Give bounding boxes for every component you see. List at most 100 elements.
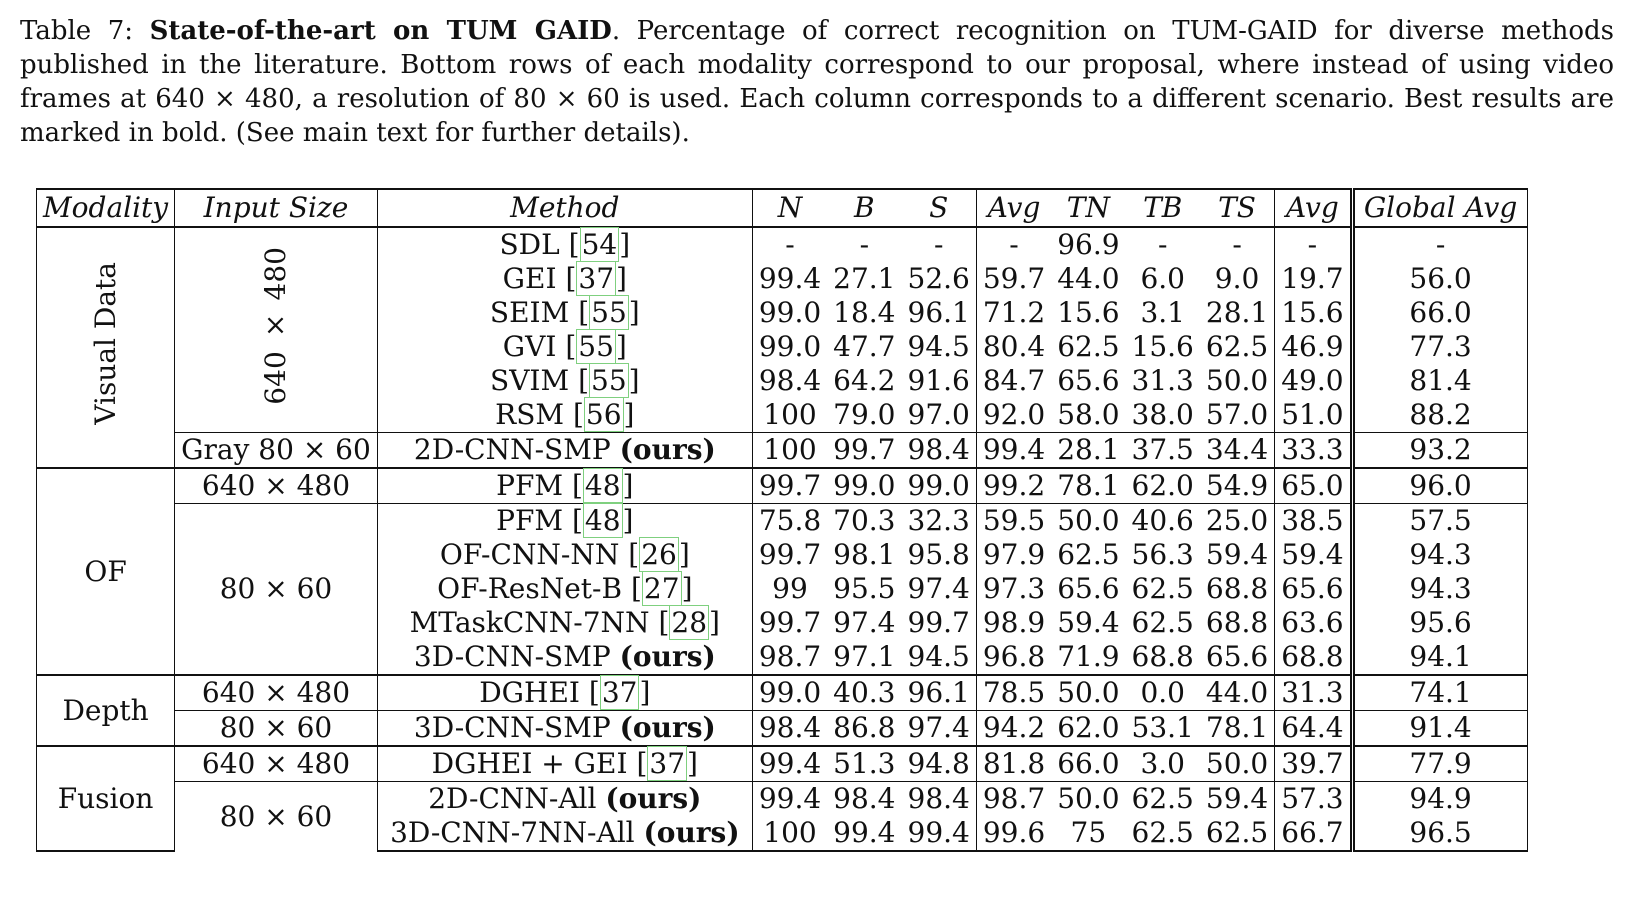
ours-tag: (ours)	[619, 640, 716, 673]
citation-link[interactable]: 56	[583, 397, 624, 432]
value-cell: 49.0	[1274, 364, 1353, 398]
method-name: 3D-CNN-7NN-All	[390, 816, 635, 849]
citation-link[interactable]: 27	[641, 571, 682, 606]
value-cell: 57.5	[1349, 503, 1528, 538]
value-cell: 59.4	[1274, 538, 1353, 572]
table-row: 80 × 60 2D-CNN-All (ours) 99.4 98.4 98.4 98.7…	[37, 781, 1528, 851]
citation-link[interactable]: 55	[589, 295, 629, 330]
table-row: RSM [56] 100 79.0 97.0 92.0 58.0 38.0 57.0 51.0 8…	[37, 397, 1528, 433]
value-cell: 99.0	[827, 467, 902, 504]
input-size-cell: 80 × 60	[174, 781, 378, 851]
value-cell: 31.3	[1131, 364, 1194, 397]
value-cell: 75	[1051, 816, 1126, 852]
method-cell: GEI [37]	[376, 261, 753, 296]
modality-label: OF	[84, 554, 127, 588]
citation-link[interactable]: 37	[647, 746, 688, 781]
value-cell: 25.0	[1199, 503, 1275, 538]
input-size-label: 640 × 480	[201, 469, 351, 502]
header-avg-2: Avg	[1274, 188, 1353, 228]
method-cell: OF-ResNet-B [27]	[376, 571, 753, 606]
header-tb: TB	[1125, 188, 1200, 228]
citation-link[interactable]: 26	[639, 537, 679, 572]
table-row: OF-CNN-NN [26] 99.7 98.1 95.8 97.9 62.5 56.3 59…	[37, 537, 1528, 572]
value-cell: 94.8	[901, 745, 977, 782]
citation-link[interactable]: 28	[669, 605, 710, 640]
value-cell: 15.6	[1057, 296, 1120, 329]
value-cell: 31.3	[1274, 674, 1353, 711]
input-size-label: 640 × 480	[201, 747, 351, 780]
value-cell: 50.0	[1199, 745, 1275, 782]
value-cell: 100	[752, 816, 828, 852]
header-ts: TS	[1199, 188, 1275, 228]
modality-cell: OF	[35, 467, 176, 676]
value-cell: 97.9	[975, 538, 1052, 572]
value-cell: 78.1	[1051, 467, 1126, 504]
value-cell: 99.4	[827, 816, 902, 852]
value-cell: 96.5	[1349, 816, 1528, 852]
citation-link[interactable]: 54	[579, 227, 620, 262]
header-n: N	[751, 188, 828, 228]
value-cell: 97.4	[833, 606, 896, 639]
ours-tag: (ours)	[619, 711, 716, 744]
input-size-cell: 80 × 60	[174, 503, 378, 675]
citation-link[interactable]: 55	[589, 363, 629, 398]
value-cell: 59.4	[1199, 781, 1275, 816]
value-cell: 94.3	[1349, 572, 1528, 606]
method-name: OF-CNN-NN	[439, 538, 620, 571]
value-cell: 19.7	[1274, 262, 1353, 296]
value-cell: 50.0	[1051, 781, 1126, 816]
citation-link[interactable]: 48	[582, 468, 623, 503]
header-row: Modality Input Size Method N B S Avg TN …	[35, 188, 1528, 228]
value-cell: 66.0	[1349, 296, 1528, 330]
table-body: Visual Data 640 × 480 SDL [54] - - - -96.9- - - -…	[35, 226, 1528, 852]
value-cell: 46.9	[1274, 330, 1353, 364]
value-cell: 56.0	[1349, 262, 1528, 296]
value-cell: 99.4	[758, 262, 822, 295]
method-cell: SDL [54]	[376, 227, 753, 262]
method-name: GVI	[502, 330, 557, 363]
value-cell: 18.4	[833, 296, 896, 329]
value-cell: 99.4	[901, 816, 977, 852]
input-size-cell: Gray 80 × 60	[174, 432, 378, 468]
method-cell: GVI [55]	[376, 329, 753, 364]
modality-cell: Fusion	[35, 745, 176, 852]
value-cell: 59.4	[1205, 538, 1269, 571]
table-row: OF 640 × 480 PFM [48] 99.7 99.0 99.0 99.2 78.1 6…	[35, 467, 1528, 676]
method-name: SVIM	[490, 364, 570, 397]
method-name: PFM	[496, 504, 564, 537]
value-cell: 75.8	[752, 503, 828, 538]
citation-link[interactable]: 55	[576, 329, 616, 364]
value-cell: 94.5	[907, 330, 970, 363]
value-cell: 97.4	[907, 572, 970, 605]
value-cell: 62.0	[1125, 467, 1200, 504]
value-cell: 68.8	[1205, 606, 1269, 639]
input-size-cell: 640 × 480	[174, 467, 378, 504]
value-cell: 94.3	[1349, 538, 1528, 572]
value-cell: 15.6	[1274, 296, 1353, 330]
value-cell: 54.9	[1199, 467, 1275, 504]
citation-link[interactable]: 48	[582, 503, 623, 538]
modality-label: Depth	[62, 693, 149, 727]
method-cell: DGHEI + GEI [37]	[376, 745, 753, 782]
method-cell: 3D-CNN-SMP (ours)	[376, 710, 753, 746]
value-cell: 92.0	[975, 398, 1052, 433]
value-cell: 78.5	[975, 674, 1052, 711]
value-cell: -	[933, 228, 944, 261]
caption-label: Table 7:	[20, 16, 134, 46]
value-cell: 62.5	[1131, 606, 1194, 639]
method-name: SEIM	[489, 296, 570, 329]
value-cell: 99.7	[758, 538, 822, 571]
method-name: 2D-CNN-SMP	[413, 433, 611, 466]
value-cell: 51.3	[827, 745, 902, 782]
header-s: S	[901, 188, 977, 228]
value-cell: 32.3	[901, 503, 977, 538]
value-cell: 96.0	[1349, 467, 1528, 504]
value-cell: 81.4	[1349, 364, 1528, 398]
value-cell: 65.6	[1057, 572, 1120, 605]
citation-link[interactable]: 37	[576, 261, 617, 296]
value-cell: 98.7	[758, 640, 822, 673]
method-cell: PFM [48]	[376, 503, 753, 538]
citation-link[interactable]: 37	[599, 675, 640, 710]
value-cell: 68.8	[1274, 640, 1353, 675]
value-cell: 99.0	[752, 674, 828, 711]
